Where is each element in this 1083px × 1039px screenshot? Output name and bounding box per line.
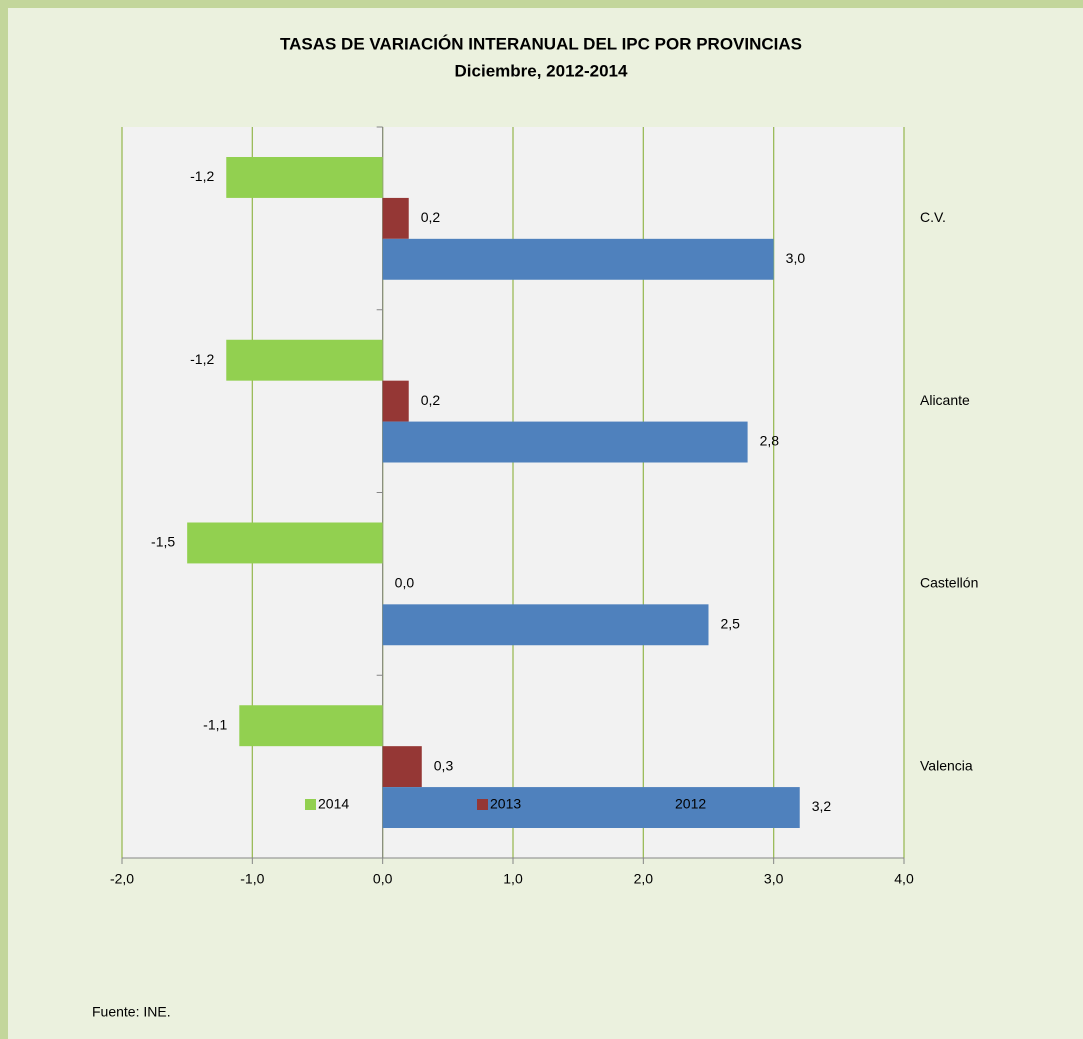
bar: [382, 238, 774, 280]
chart-subtitle: Diciembre, 2012-2014: [455, 61, 628, 80]
x-tick-label: -1,0: [240, 871, 264, 887]
data-label: -1,1: [203, 716, 227, 732]
bar: [239, 705, 383, 747]
legend-label: 2012: [675, 796, 706, 812]
data-label: 0,2: [421, 392, 441, 408]
data-label: -1,2: [190, 168, 214, 184]
x-tick-label: 1,0: [503, 871, 523, 887]
x-tick-label: 2,0: [634, 871, 654, 887]
bar: [187, 522, 383, 564]
x-tick-label: 0,0: [373, 871, 393, 887]
bar: [226, 157, 383, 198]
x-tick-label: 4,0: [894, 871, 914, 887]
y-tick-label: Valencia: [920, 757, 973, 773]
x-tick-label: 3,0: [764, 871, 784, 887]
bar: [382, 421, 748, 463]
bar: [382, 746, 422, 788]
bar: [382, 787, 800, 828]
y-tick-label: C.V.: [920, 209, 946, 225]
x-tick-label: -2,0: [110, 871, 134, 887]
chart-title: TASAS DE VARIACIÓN INTERANUAL DEL IPC PO…: [280, 34, 802, 53]
legend-swatch: [305, 799, 316, 810]
data-label: -1,5: [151, 534, 175, 550]
data-label: 0,2: [421, 209, 441, 225]
data-label: 2,5: [721, 615, 741, 631]
data-label: 0,0: [395, 575, 415, 591]
data-label: 2,8: [760, 433, 780, 449]
bar: [382, 197, 409, 239]
bar: [382, 380, 409, 422]
legend-swatch: [477, 799, 488, 810]
data-label: 0,3: [434, 757, 454, 773]
legend-swatch: [662, 799, 673, 810]
data-label: 3,0: [786, 250, 806, 266]
y-tick-label: Castellón: [920, 575, 978, 591]
data-label: -1,2: [190, 351, 214, 367]
y-tick-label: Alicante: [920, 392, 970, 408]
legend-label: 2013: [490, 796, 521, 812]
bar: [226, 339, 383, 381]
data-label: 3,2: [812, 798, 832, 814]
legend-label: 2014: [318, 796, 349, 812]
source-note: Fuente: INE.: [92, 1004, 171, 1020]
bar: [382, 604, 709, 646]
